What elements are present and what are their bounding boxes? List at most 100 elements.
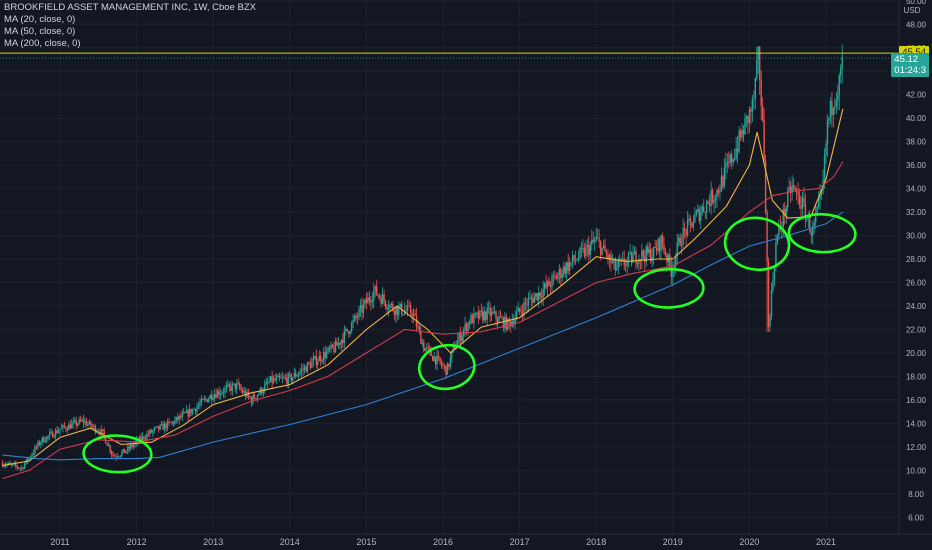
candle-body	[787, 191, 789, 208]
candle-body	[663, 244, 665, 252]
candle-body	[773, 267, 776, 281]
price-axis-panel[interactable]	[899, 0, 932, 534]
candle-body	[831, 100, 833, 115]
candle-body	[233, 383, 235, 385]
price-tick-label: 20.00	[906, 349, 927, 358]
ma50-legend[interactable]: MA (50, close, 0)	[4, 26, 76, 37]
candle-body	[230, 386, 232, 391]
candle-body	[66, 429, 69, 431]
candle-body	[794, 186, 796, 190]
candle-body	[586, 244, 589, 247]
candle-body	[626, 259, 628, 266]
candle-body	[376, 285, 378, 296]
candle-body	[224, 388, 226, 393]
candle-body	[364, 299, 366, 305]
candle-body	[464, 324, 466, 331]
ma200-legend[interactable]: MA (200, close, 0)	[4, 38, 81, 49]
candle-body	[269, 376, 272, 382]
candle-body	[115, 456, 117, 458]
chart-legend: BROOKFIELD ASSET MANAGEMENT INC, 1W, Cbo…	[4, 2, 256, 50]
candle-body	[267, 381, 269, 383]
candle-body	[530, 297, 533, 299]
candle-body	[499, 316, 502, 318]
candle-body	[673, 266, 675, 269]
candle-body	[660, 235, 662, 252]
candle-body	[688, 218, 690, 221]
candle-body	[110, 451, 113, 454]
candle-body	[314, 356, 316, 359]
candle-body	[82, 419, 85, 423]
candle-body	[627, 253, 630, 260]
candle-body	[739, 130, 742, 138]
candle-body	[633, 250, 636, 255]
candle-body	[124, 449, 126, 453]
candle-body	[38, 442, 41, 445]
candle-body	[754, 78, 756, 99]
candle-body	[378, 295, 381, 298]
candle-body	[697, 208, 699, 212]
candle-body	[476, 312, 478, 314]
candle-body	[451, 350, 453, 358]
candle-body	[560, 269, 562, 278]
candle-body	[800, 205, 802, 209]
candle-body	[53, 436, 55, 438]
candle-body	[381, 294, 384, 305]
candle-body	[218, 391, 220, 395]
candle-body	[735, 148, 737, 159]
candle-body	[797, 191, 799, 195]
price-tick-label: 24.00	[906, 302, 927, 311]
symbol-title[interactable]: BROOKFIELD ASSET MANAGEMENT INC, 1W, Cbo…	[4, 2, 256, 13]
ma20-legend[interactable]: MA (20, close, 0)	[4, 14, 76, 25]
price-tick-label: 48.00	[906, 20, 927, 29]
candle-body	[770, 289, 773, 317]
candle-body	[219, 393, 222, 395]
candle-body	[623, 258, 625, 266]
candle-body	[302, 369, 304, 370]
bar-countdown: 01:24:3	[894, 65, 926, 77]
time-axis-panel[interactable]	[0, 534, 932, 550]
candle-body	[75, 420, 77, 426]
candle-body	[60, 427, 63, 430]
candle-body	[156, 426, 158, 428]
candle-body	[448, 363, 450, 367]
candle-body	[244, 391, 247, 397]
candle-body	[32, 453, 35, 455]
candle-body	[630, 252, 633, 263]
candle-body	[720, 176, 723, 192]
candle-body	[209, 394, 211, 399]
candle-body	[208, 398, 210, 402]
candle-body	[187, 410, 189, 417]
candle-body	[482, 311, 484, 321]
candle-body	[529, 297, 531, 299]
candle-body	[234, 383, 236, 390]
candle-body	[756, 59, 758, 79]
candle-body	[837, 94, 839, 101]
candle-body	[785, 207, 787, 216]
candle-body	[445, 365, 447, 375]
candle-body	[294, 372, 297, 377]
candle-body	[434, 356, 437, 365]
candle-body	[540, 296, 543, 298]
candle-body	[567, 262, 569, 271]
candle-body	[356, 317, 359, 319]
candle-body	[412, 313, 415, 317]
candle-body	[548, 280, 550, 286]
candle-body	[791, 185, 793, 193]
candle-body	[487, 307, 490, 309]
candle-body	[642, 250, 645, 257]
candle-body	[358, 309, 360, 318]
candle-body	[817, 199, 820, 207]
candle-body	[776, 235, 779, 243]
candle-body	[617, 260, 619, 267]
candle-body	[409, 305, 412, 314]
candle-body	[231, 384, 234, 391]
candle-body	[91, 426, 94, 428]
candle-body	[87, 424, 89, 426]
candle-body	[788, 186, 790, 192]
candle-body	[591, 239, 593, 245]
candle-body	[792, 185, 795, 187]
candle-body	[264, 384, 266, 392]
candle-body	[594, 240, 596, 242]
candle-body	[611, 261, 614, 263]
